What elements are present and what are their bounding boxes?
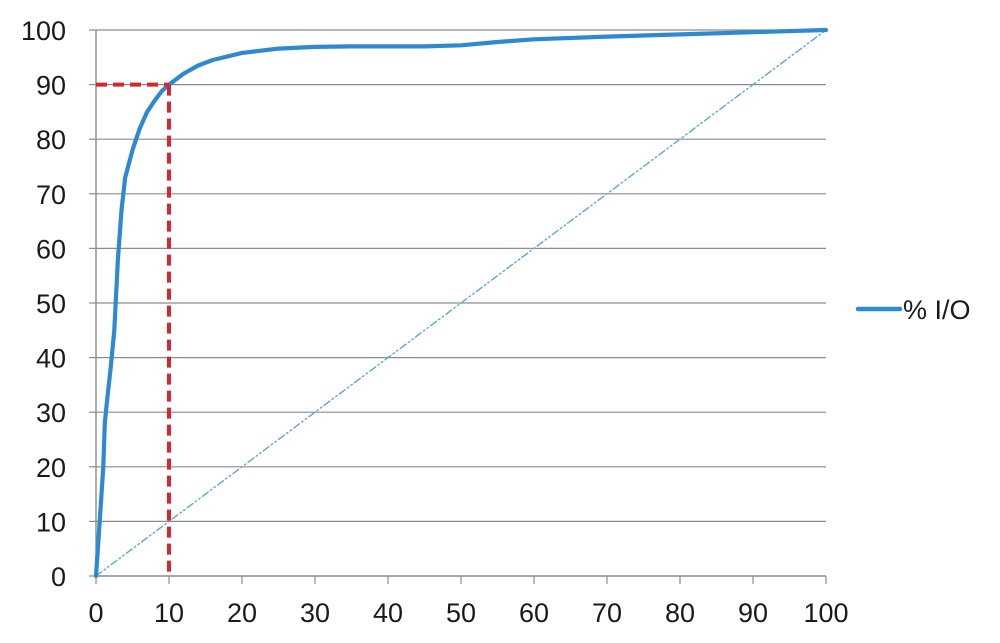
x-tick-label-40: 40 [373, 598, 403, 628]
y-tick-label-80: 80 [36, 125, 66, 155]
x-tick-label-50: 50 [446, 598, 476, 628]
y-tick-label-30: 30 [36, 398, 66, 428]
y-tick-label-50: 50 [36, 289, 66, 319]
y-tick-label-100: 100 [21, 16, 66, 46]
x-tick-label-20: 20 [227, 598, 257, 628]
x-tick-label-80: 80 [665, 598, 695, 628]
x-tick-label-10: 10 [154, 598, 184, 628]
series-line-io [93, 27, 829, 579]
axes [89, 29, 827, 584]
y-tick-label-90: 90 [36, 71, 66, 101]
x-tick-label-30: 30 [300, 598, 330, 628]
series-line-reference [95, 29, 827, 577]
x-tick-label-60: 60 [519, 598, 549, 628]
y-tick-label-0: 0 [51, 562, 66, 592]
y-tick-label-20: 20 [36, 453, 66, 483]
y-tick-label-40: 40 [36, 344, 66, 374]
x-tick-labels: 0 10 20 30 40 50 60 70 80 90 100 [88, 598, 848, 628]
y-tick-label-60: 60 [36, 234, 66, 264]
legend: % I/O [855, 295, 971, 325]
legend-label: % I/O [903, 295, 971, 325]
grid-lines [96, 29, 826, 523]
annotation-group [96, 82, 171, 576]
x-tick-label-70: 70 [592, 598, 622, 628]
x-tick-label-0: 0 [88, 598, 103, 628]
y-tick-label-70: 70 [36, 180, 66, 210]
series-group [93, 27, 829, 579]
y-tick-labels: 0 10 20 30 40 50 60 70 80 90 100 [21, 16, 66, 592]
y-tick-label-10: 10 [36, 507, 66, 537]
x-tick-label-100: 100 [803, 598, 848, 628]
x-tick-label-90: 90 [738, 598, 768, 628]
